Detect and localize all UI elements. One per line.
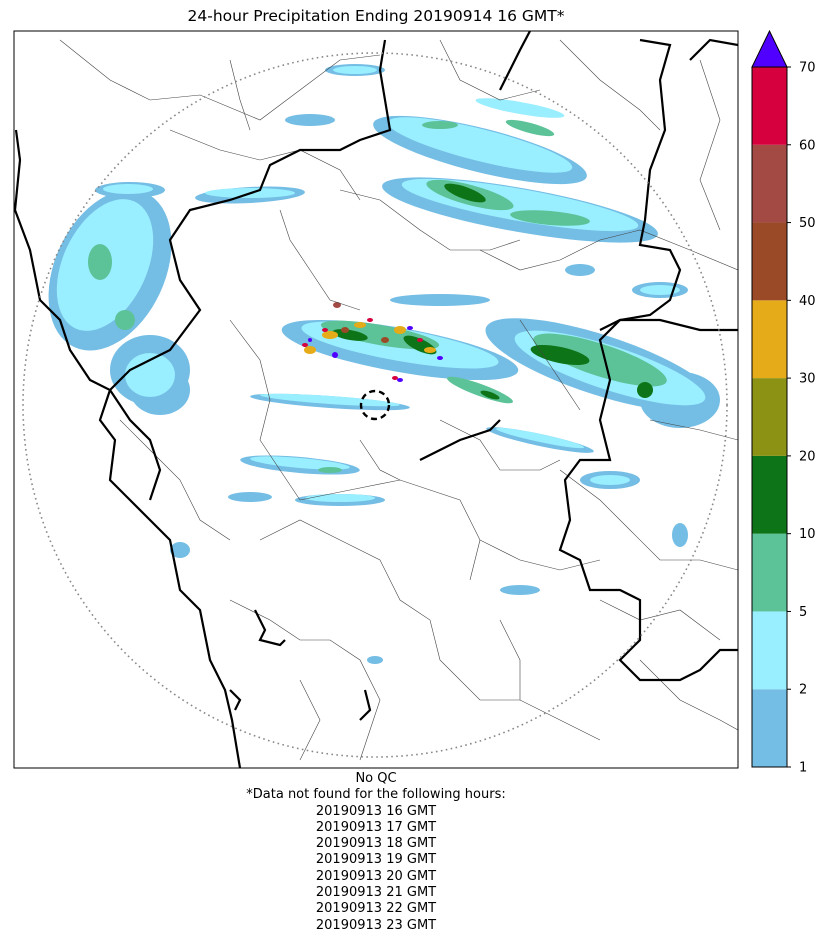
colorbar-tick-label: 1 [799,761,807,776]
colorbar-segment [752,689,787,767]
colorbar-tick-label: 20 [799,449,816,464]
missing-hour-item: 20190913 21 GMT [315,885,437,901]
state-boundaries [14,31,738,768]
colorbar-segment [752,222,787,301]
colorbar-tick-label: 2 [799,683,807,698]
map-area [14,31,738,768]
colorbar-segment [752,455,787,534]
range-ring [22,52,728,758]
colorbar-tick-label: 5 [799,605,807,620]
colorbar-segment [752,533,787,612]
colorbar-segment [752,144,787,223]
missing-hour-item: 20190913 20 GMT [315,868,437,884]
colorbar-ticks: 1 2 5 10 20 30 40 50 60 70 [787,61,816,776]
colorbar-tick-label: 50 [799,216,816,231]
missing-data-note: *Data not found for the following hours: [246,787,506,803]
colorbar-segments [752,67,787,767]
colorbar-tick-label: 10 [799,527,816,542]
colorbar: 1 2 5 10 20 30 40 50 60 70 [751,29,816,776]
missing-hour-item: 20190913 17 GMT [315,819,437,835]
map-title: 24-hour Precipitation Ending 20190914 16… [187,7,565,25]
qc-note: No QC [355,771,397,786]
missing-hour-item: 20190913 19 GMT [315,852,437,868]
radar-site-marker-icon [359,389,391,421]
precip-layer [48,64,720,664]
district-boundaries [59,39,738,761]
colorbar-frame [751,66,788,768]
missing-hour-item: 20190913 22 GMT [315,901,437,917]
missing-hour-item: 20190913 18 GMT [315,836,437,852]
colorbar-tick-label: 40 [799,294,816,309]
footer-notes: No QC *Data not found for the following … [14,771,738,934]
colorbar-tick-label: 70 [799,61,816,76]
missing-hour-item: 20190913 23 GMT [315,917,437,933]
colorbar-segment [752,378,787,456]
map-frame [13,30,739,769]
colorbar-extend-arrow [751,29,788,68]
colorbar-segment [752,611,787,690]
colorbar-tick-label: 60 [799,138,816,153]
missing-hour-item: 20190913 16 GMT [315,803,437,819]
colorbar-segment [752,67,787,145]
colorbar-tick-label: 30 [799,372,816,387]
colorbar-segment [752,300,787,379]
